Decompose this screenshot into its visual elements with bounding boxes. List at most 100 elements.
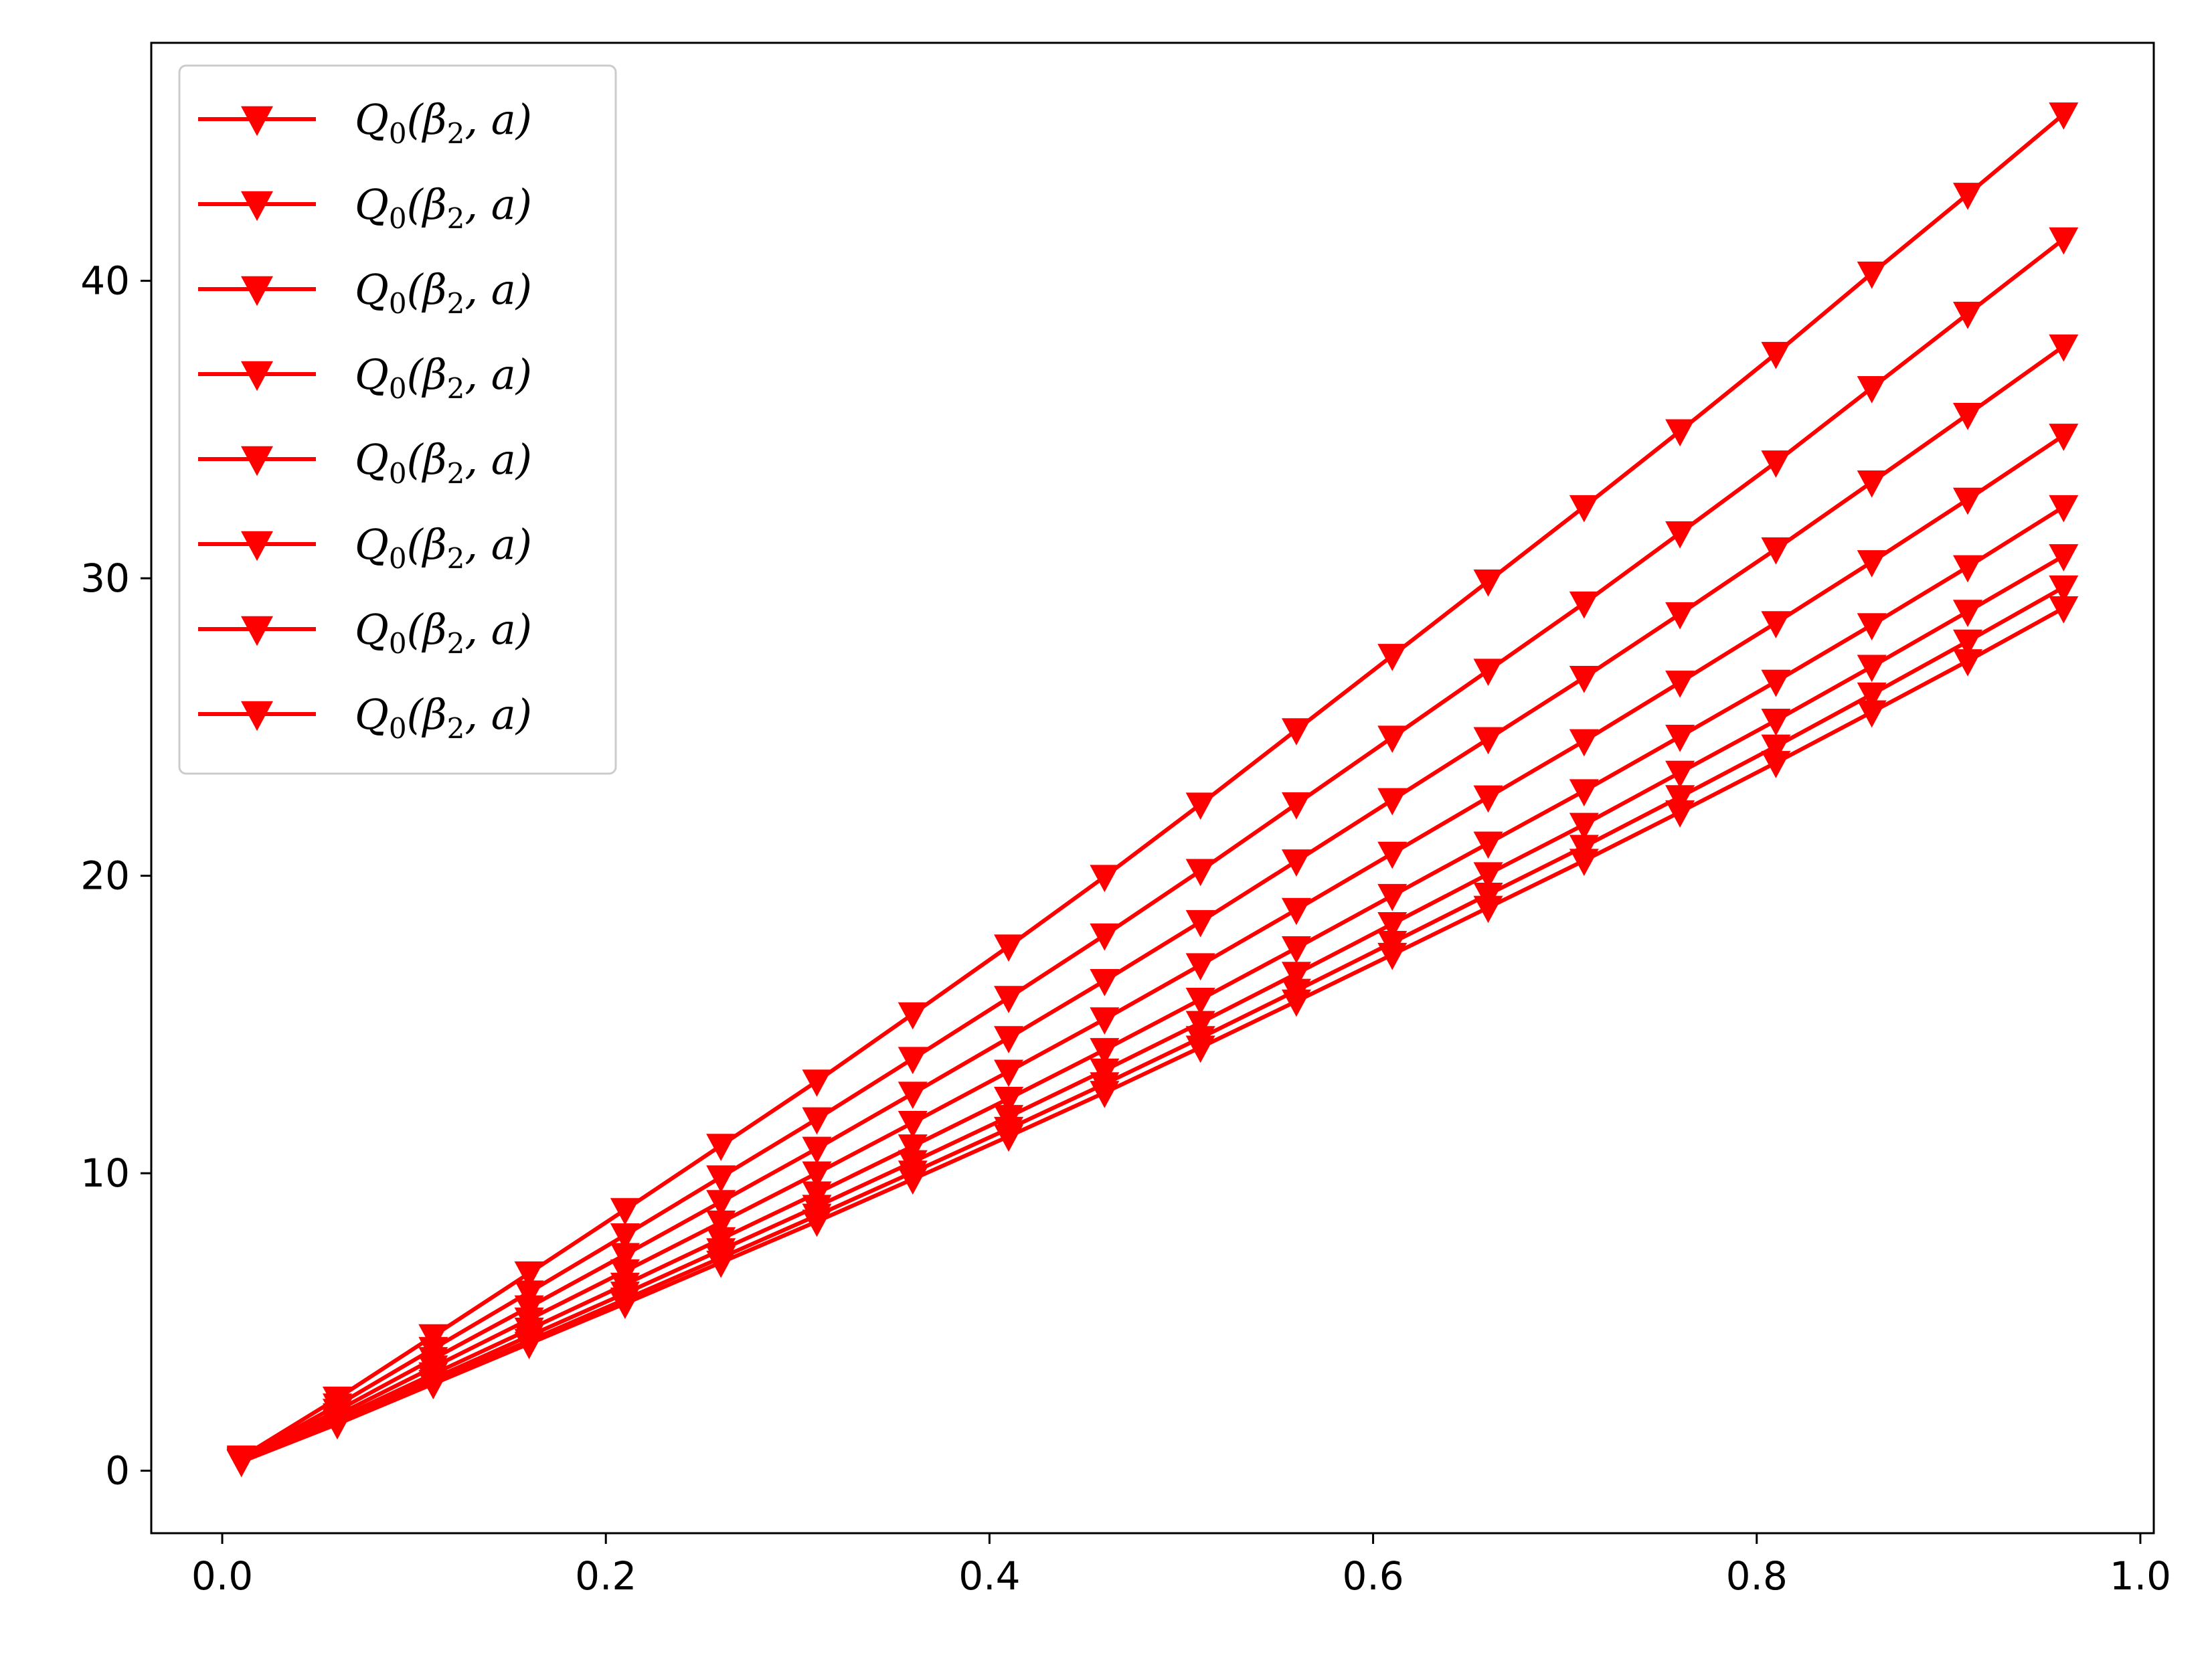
data-point: [1569, 729, 1599, 757]
legend-label: Q0(β2, a): [355, 520, 532, 575]
data-point: [514, 1332, 544, 1359]
data-point: [898, 1047, 928, 1075]
data-point: [2049, 102, 2079, 130]
data-point: [994, 1086, 1024, 1114]
data-point: [322, 1412, 352, 1440]
legend-marker: [241, 361, 273, 391]
data-point: [1185, 1011, 1215, 1039]
data-point: [1953, 629, 1983, 657]
data-point: [1665, 724, 1695, 752]
data-point: [994, 1059, 1024, 1087]
data-point: [1761, 734, 1791, 762]
data-point: [1377, 644, 1408, 671]
data-point: [1857, 682, 1887, 710]
data-point: [1569, 849, 1599, 877]
data-point: [1953, 301, 1983, 329]
data-point: [1473, 727, 1503, 755]
data-point: [514, 1261, 544, 1289]
legend-label: Q0(β2, a): [355, 180, 532, 235]
data-point: [418, 1372, 448, 1399]
data-point: [898, 1167, 928, 1195]
legend-item: Q0(β2, a): [198, 95, 532, 150]
data-point: [1857, 655, 1887, 683]
data-point: [1761, 341, 1791, 369]
data-point: [898, 1002, 928, 1030]
data-point: [1665, 671, 1695, 698]
series-line: [240, 434, 2065, 1462]
legend-label: Q0(β2, a): [355, 435, 532, 490]
data-point: [1953, 649, 1983, 677]
legend-item: Q0(β2, a): [198, 265, 532, 320]
data-point: [1185, 909, 1215, 938]
data-point: [1665, 760, 1695, 788]
data-point: [1665, 521, 1695, 549]
series-line: [240, 554, 2065, 1464]
legend-item: Q0(β2, a): [198, 605, 532, 660]
data-point: [1569, 495, 1599, 523]
data-point: [1090, 1081, 1120, 1108]
y-tick-label: 30: [80, 555, 130, 601]
data-point: [898, 1081, 928, 1110]
series-line: [240, 344, 2065, 1462]
data-point: [226, 1450, 256, 1478]
data-point: [1377, 725, 1408, 754]
data-point: [802, 1107, 832, 1135]
data-point: [1953, 403, 1983, 430]
legend-label: Q0(β2, a): [355, 605, 532, 660]
data-point: [802, 1136, 832, 1164]
data-point: [1761, 537, 1791, 565]
data-point: [610, 1223, 640, 1251]
x-axis: 0.0 0.2 0.4 0.6 0.8 1.0: [191, 1533, 2171, 1599]
legend-label: Q0(β2, a): [355, 350, 532, 405]
data-point: [1377, 883, 1408, 911]
data-point: [802, 1069, 832, 1097]
data-point: [1569, 812, 1599, 841]
legend-marker: [241, 701, 273, 731]
data-point: [1090, 968, 1120, 996]
series-line: [240, 585, 2065, 1464]
x-tick-label: 0.2: [575, 1553, 636, 1599]
data-point: [994, 1026, 1024, 1053]
series-line: [240, 505, 2065, 1463]
legend: Q0(β2, a) Q0(β2, a) Q0(β2, a) Q0(β2, a) Q0(β…: [178, 64, 617, 775]
data-point: [2049, 227, 2079, 255]
data-point: [2049, 544, 2079, 572]
data-point: [1665, 785, 1695, 812]
data-point: [802, 1209, 832, 1237]
data-point: [1569, 835, 1599, 863]
data-point: [1185, 953, 1215, 981]
y-tick-label: 10: [80, 1150, 130, 1196]
data-point: [1377, 942, 1408, 970]
data-point: [1377, 788, 1408, 816]
data-point: [1665, 419, 1695, 447]
data-point: [1185, 1035, 1215, 1063]
series-1: [226, 102, 2079, 1473]
data-point: [1953, 487, 1983, 515]
data-point: [898, 1134, 928, 1162]
legend-marker: [241, 446, 273, 476]
legend-item: Q0(β2, a): [198, 520, 532, 575]
data-point: [610, 1198, 640, 1225]
data-point: [1473, 862, 1503, 890]
data-point: [1281, 989, 1311, 1017]
data-point: [1473, 569, 1503, 597]
data-point: [1090, 923, 1120, 951]
data-point: [1761, 751, 1791, 778]
data-point: [1665, 800, 1695, 828]
data-point: [706, 1250, 736, 1278]
data-point: [1473, 785, 1503, 813]
data-point: [1281, 718, 1311, 746]
data-point: [1185, 859, 1215, 887]
legend-item: Q0(β2, a): [198, 180, 532, 235]
data-point: [1857, 470, 1887, 498]
data-point: [1281, 792, 1311, 820]
data-point: [2049, 575, 2079, 603]
data-point: [994, 986, 1024, 1013]
series-layer: [226, 102, 2079, 1478]
data-point: [2049, 334, 2079, 362]
data-point: [1569, 779, 1599, 807]
data-point: [994, 934, 1024, 962]
data-point: [1761, 450, 1791, 478]
data-point: [1953, 555, 1983, 583]
